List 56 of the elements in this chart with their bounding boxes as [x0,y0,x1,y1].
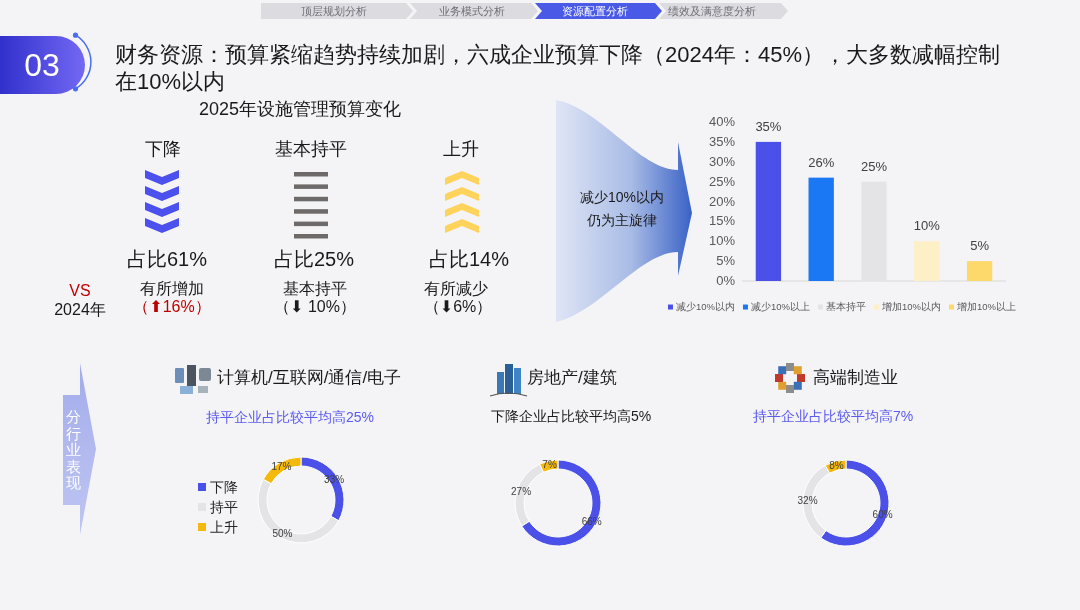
chart-title: 高端制造业 [813,368,898,388]
text: 业务模式分析 [439,4,505,18]
text: 2024年 [54,300,106,320]
data-label: 35% [755,118,782,135]
y-tick-label: 30% [708,153,735,170]
category-label: 下降 [145,138,181,160]
text: 占比61% [126,247,208,271]
y-tick-label: 10% [708,232,735,249]
text: 有所减少 [424,279,488,299]
legend-label: 减少10%以内 [675,300,735,313]
legend-label: 减少10%以上 [750,300,810,313]
text: 资源配置分析 [562,4,628,18]
y-tick-label: 25% [708,173,735,190]
data-label: 5% [970,237,989,254]
text: 顶层规划分析 [301,4,367,18]
category-label: 基本持平 [275,138,347,160]
data-label: 25% [860,158,888,175]
text: 财务资源：预算紧缩趋势持续加剧，六成企业预算下降（2024年：45%），大多数减幅控制在10%以内 [115,41,1001,95]
chart-subtitle: 持平企业占比较平均高7% [752,407,914,425]
category-label: 上升 [443,138,479,160]
y-tick-label: 35% [708,133,735,150]
chart-subtitle: 持平企业占比较平均高25% [205,408,375,426]
text: 基本持平 [283,279,347,299]
legend-label: 下降 [210,478,238,496]
y-tick-label: 40% [708,113,735,130]
chart-title: 计算机/互联网/通信/电子 [217,368,402,388]
text: 占比14% [428,247,510,271]
legend-label: 持平 [210,498,238,516]
text: VS [69,281,91,301]
data-label: 50% [272,527,293,540]
text: 03 [24,46,60,84]
text: （⬆16%） [133,297,211,317]
text: （⬇6%） [423,297,493,317]
y-tick-label: 5% [716,252,735,269]
text: 分行业表现 [65,407,81,492]
chart-title: 房地产/建筑 [527,368,617,388]
data-label: 7% [542,459,557,472]
text: 2025年设施管理预算变化 [198,98,402,120]
text: 减少10%以内仍为主旋律 [579,188,665,230]
data-label: 8% [829,459,844,472]
text: 占比25% [273,247,355,271]
data-label: 10% [913,217,940,234]
data-label: 27% [511,486,532,498]
legend-label: 增加10%以内 [882,300,942,313]
text: （⬇ 10%） [274,297,356,317]
chart-subtitle: 下降企业占比较平均高5% [490,407,652,425]
legend-label: 基本持平 [826,300,866,313]
data-label: 32% [797,494,818,507]
text: 绩效及满意度分析 [668,4,756,18]
legend-label: 增加10%以上 [957,300,1017,313]
y-tick-label: 15% [708,212,735,229]
text: 有所增加 [140,279,204,299]
y-tick-label: 0% [716,272,735,289]
legend-label: 上升 [210,518,238,536]
y-tick-label: 20% [708,193,735,209]
data-label: 26% [808,154,835,171]
